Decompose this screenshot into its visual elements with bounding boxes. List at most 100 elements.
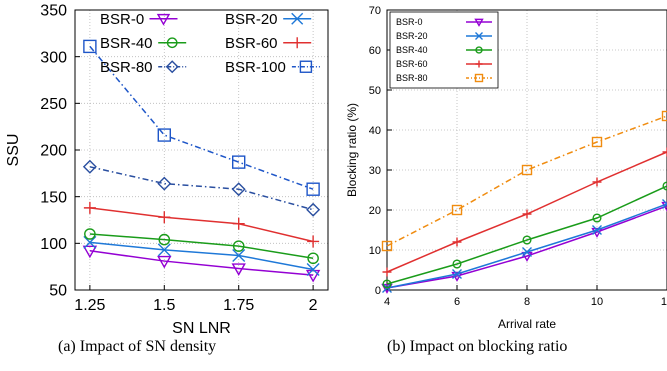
data-point — [82, 159, 97, 174]
data-point — [306, 262, 320, 276]
legend-label: BSR-80 — [396, 73, 428, 83]
legend-marker — [474, 73, 484, 83]
legend-label: BSR-80 — [100, 59, 153, 76]
data-point — [83, 235, 97, 249]
series-line — [89, 166, 314, 211]
data-point — [157, 128, 171, 142]
legend-marker — [475, 32, 483, 40]
series-line — [89, 45, 314, 190]
data-point — [381, 283, 393, 294]
legend-marker — [165, 60, 179, 74]
x-tick-label: 2 — [309, 297, 318, 314]
x-axis-label: SN LNR — [172, 320, 231, 337]
x-tick-label: 1.75 — [223, 297, 254, 314]
data-point — [306, 182, 320, 196]
data-point — [232, 217, 245, 230]
legend-marker — [474, 18, 484, 27]
y-tick-label: 0 — [375, 285, 381, 297]
data-point — [382, 279, 392, 289]
data-point — [521, 164, 533, 176]
data-point — [451, 204, 463, 216]
data-point — [307, 252, 319, 265]
legend-label: BSR-60 — [396, 59, 428, 69]
data-point — [522, 235, 532, 245]
data-point — [307, 235, 320, 248]
legend-marker — [166, 37, 178, 49]
y-tick-label: 50 — [369, 85, 381, 97]
data-point — [452, 259, 462, 269]
legend-label: BSR-40 — [396, 45, 428, 55]
data-point — [662, 147, 667, 157]
legend: BSR-0 BSR-20 BSR-40 BSR-60 BSR-80 — [389, 11, 499, 89]
series-bsr-20 — [83, 235, 320, 276]
data-point — [662, 199, 667, 209]
y-tick-label: 60 — [369, 45, 381, 57]
data-point — [83, 39, 97, 54]
data-point — [592, 225, 602, 235]
legend: BSR-0 BSR-20 BSR-40 BSR-60 BSR-80 BSR-100 — [100, 11, 320, 76]
y-tick-label: 350 — [40, 3, 67, 20]
x-tick-label: 1.5 — [153, 297, 175, 314]
y-axis-label: SSU — [5, 134, 22, 167]
x-tick-label: 12 — [661, 296, 667, 308]
data-point — [452, 237, 462, 247]
series-line — [386, 205, 667, 289]
y-tick-label: 70 — [369, 5, 381, 17]
y-tick-label: 200 — [40, 143, 67, 160]
data-point — [452, 269, 462, 279]
data-point — [82, 245, 98, 259]
data-point — [157, 243, 171, 257]
data-point — [382, 267, 392, 277]
data-point — [661, 110, 667, 122]
data-point — [522, 209, 532, 219]
series-bsr-40 — [382, 181, 667, 289]
series-line — [386, 115, 667, 247]
y-tick-label: 250 — [40, 96, 67, 113]
data-point — [158, 233, 171, 246]
series-bsr-40 — [84, 228, 319, 265]
y-tick-label: 150 — [40, 189, 67, 206]
data-point — [84, 228, 96, 240]
legend-label: BSR-0 — [396, 17, 423, 27]
data-point — [306, 202, 321, 217]
legend-label: BSR-20 — [396, 31, 428, 41]
data-point — [157, 176, 172, 191]
data-point — [592, 213, 602, 223]
series-bsr-100 — [83, 39, 320, 196]
series-bsr-80 — [82, 159, 321, 217]
y-tick-label: 50 — [49, 283, 67, 300]
x-tick-label: 4 — [384, 296, 390, 308]
legend-marker — [299, 60, 313, 73]
data-point — [592, 177, 602, 187]
chart-panel-a: 50 100 150 200 250 300 350 1.25 1.5 1.75 2 SN LNR SS… — [5, 3, 329, 337]
y-axis-label: Blocking ratio (%) — [345, 103, 359, 197]
legend-marker — [475, 60, 483, 68]
series-bsr-20 — [382, 199, 667, 293]
data-point — [232, 155, 246, 169]
series-line — [89, 241, 314, 271]
legend-marker — [291, 37, 303, 49]
legend-marker — [156, 13, 171, 26]
y-tick-label: 300 — [40, 49, 67, 66]
data-point — [522, 247, 532, 257]
legend-label: BSR-40 — [100, 35, 153, 52]
data-point — [305, 269, 321, 283]
data-point — [158, 211, 171, 224]
x-axis-label: Arrival rate — [498, 317, 556, 331]
y-tick-label: 40 — [369, 125, 381, 137]
x-tick-label: 8 — [524, 296, 530, 308]
y-tick-label: 100 — [40, 236, 67, 253]
x-tick-label: 6 — [454, 296, 460, 308]
data-point — [232, 248, 246, 262]
series-line — [89, 233, 314, 260]
series-bsr-0 — [381, 201, 667, 294]
x-tick-label: 1.25 — [74, 297, 105, 314]
y-tick-label: 10 — [369, 245, 381, 257]
series-bsr-0 — [82, 245, 321, 283]
caption-b: (b) Impact on blocking ratio — [387, 338, 568, 355]
legend-marker — [291, 12, 304, 25]
data-point — [591, 136, 603, 148]
x-tick-label: 10 — [591, 296, 603, 308]
legend-label: BSR-60 — [225, 35, 278, 52]
